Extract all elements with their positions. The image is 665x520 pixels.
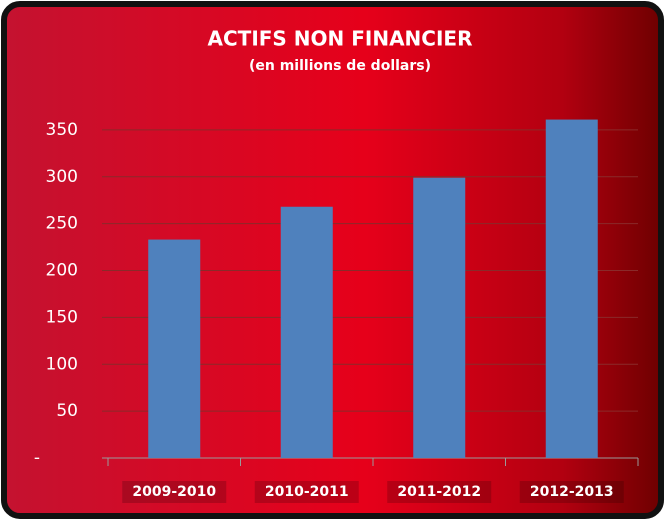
y-tick-label: 250 [46, 214, 78, 234]
bar [148, 239, 201, 458]
x-tick-label: 2009-2010 [132, 484, 216, 500]
y-tick-label: 300 [46, 167, 78, 187]
y-tick-label: 150 [46, 307, 78, 327]
x-label-bg [387, 481, 492, 503]
y-tick-label: 100 [46, 354, 78, 374]
x-tick-label: 2010-2011 [265, 484, 349, 500]
y-tick-label: 350 [46, 120, 78, 140]
x-label-bg [519, 481, 624, 503]
chart-subtitle: (en millions de dollars) [249, 58, 431, 74]
x-label-bg [254, 481, 359, 503]
bar [280, 206, 333, 458]
bar [413, 177, 466, 458]
x-label-bg [122, 481, 227, 503]
y-tick-label: - [34, 448, 40, 468]
x-tick-label: 2012-2013 [530, 484, 614, 500]
chart-title: ACTIFS NON FINANCIER [208, 27, 473, 51]
y-tick-label: 50 [56, 401, 78, 421]
y-tick-label: 200 [46, 261, 78, 281]
bar [545, 119, 598, 458]
x-tick-label: 2011-2012 [397, 484, 481, 500]
